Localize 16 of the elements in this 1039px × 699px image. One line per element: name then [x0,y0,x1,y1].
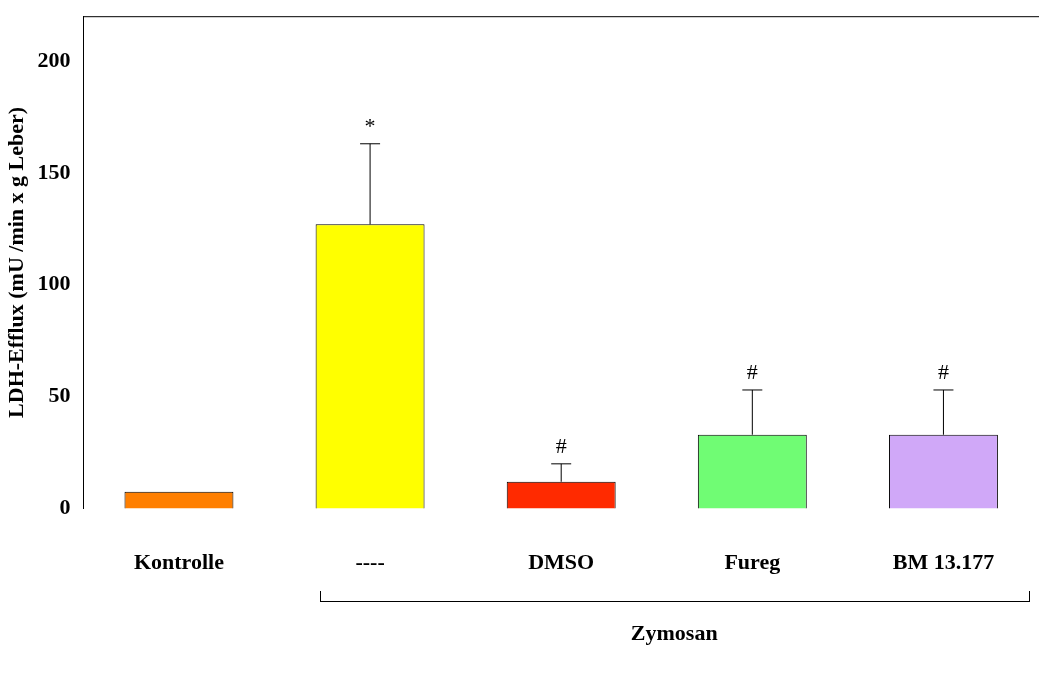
x-tick-label: Kontrolle [133,549,225,575]
x-tick-label: ---- [355,549,385,575]
annotation: # [746,358,758,384]
annotation: # [937,358,949,384]
x-tick-label: Fureg [724,549,781,575]
text: Zymosan [630,620,718,646]
y-tick-label: 50 [48,382,71,408]
x-tick-label: DMSO [528,549,595,575]
y-tick-label: 100 [37,270,71,296]
y-tick-label: 0 [59,494,71,520]
annotation: * [364,112,376,138]
x-tick-label: BM 13.177 [892,549,995,575]
y-axis-title: LDH-Efflux (mU /min x g Leber) [2,106,28,418]
y-tick-label: 200 [37,46,71,72]
annotation: # [555,432,567,458]
y-tick-label: 150 [37,158,71,184]
